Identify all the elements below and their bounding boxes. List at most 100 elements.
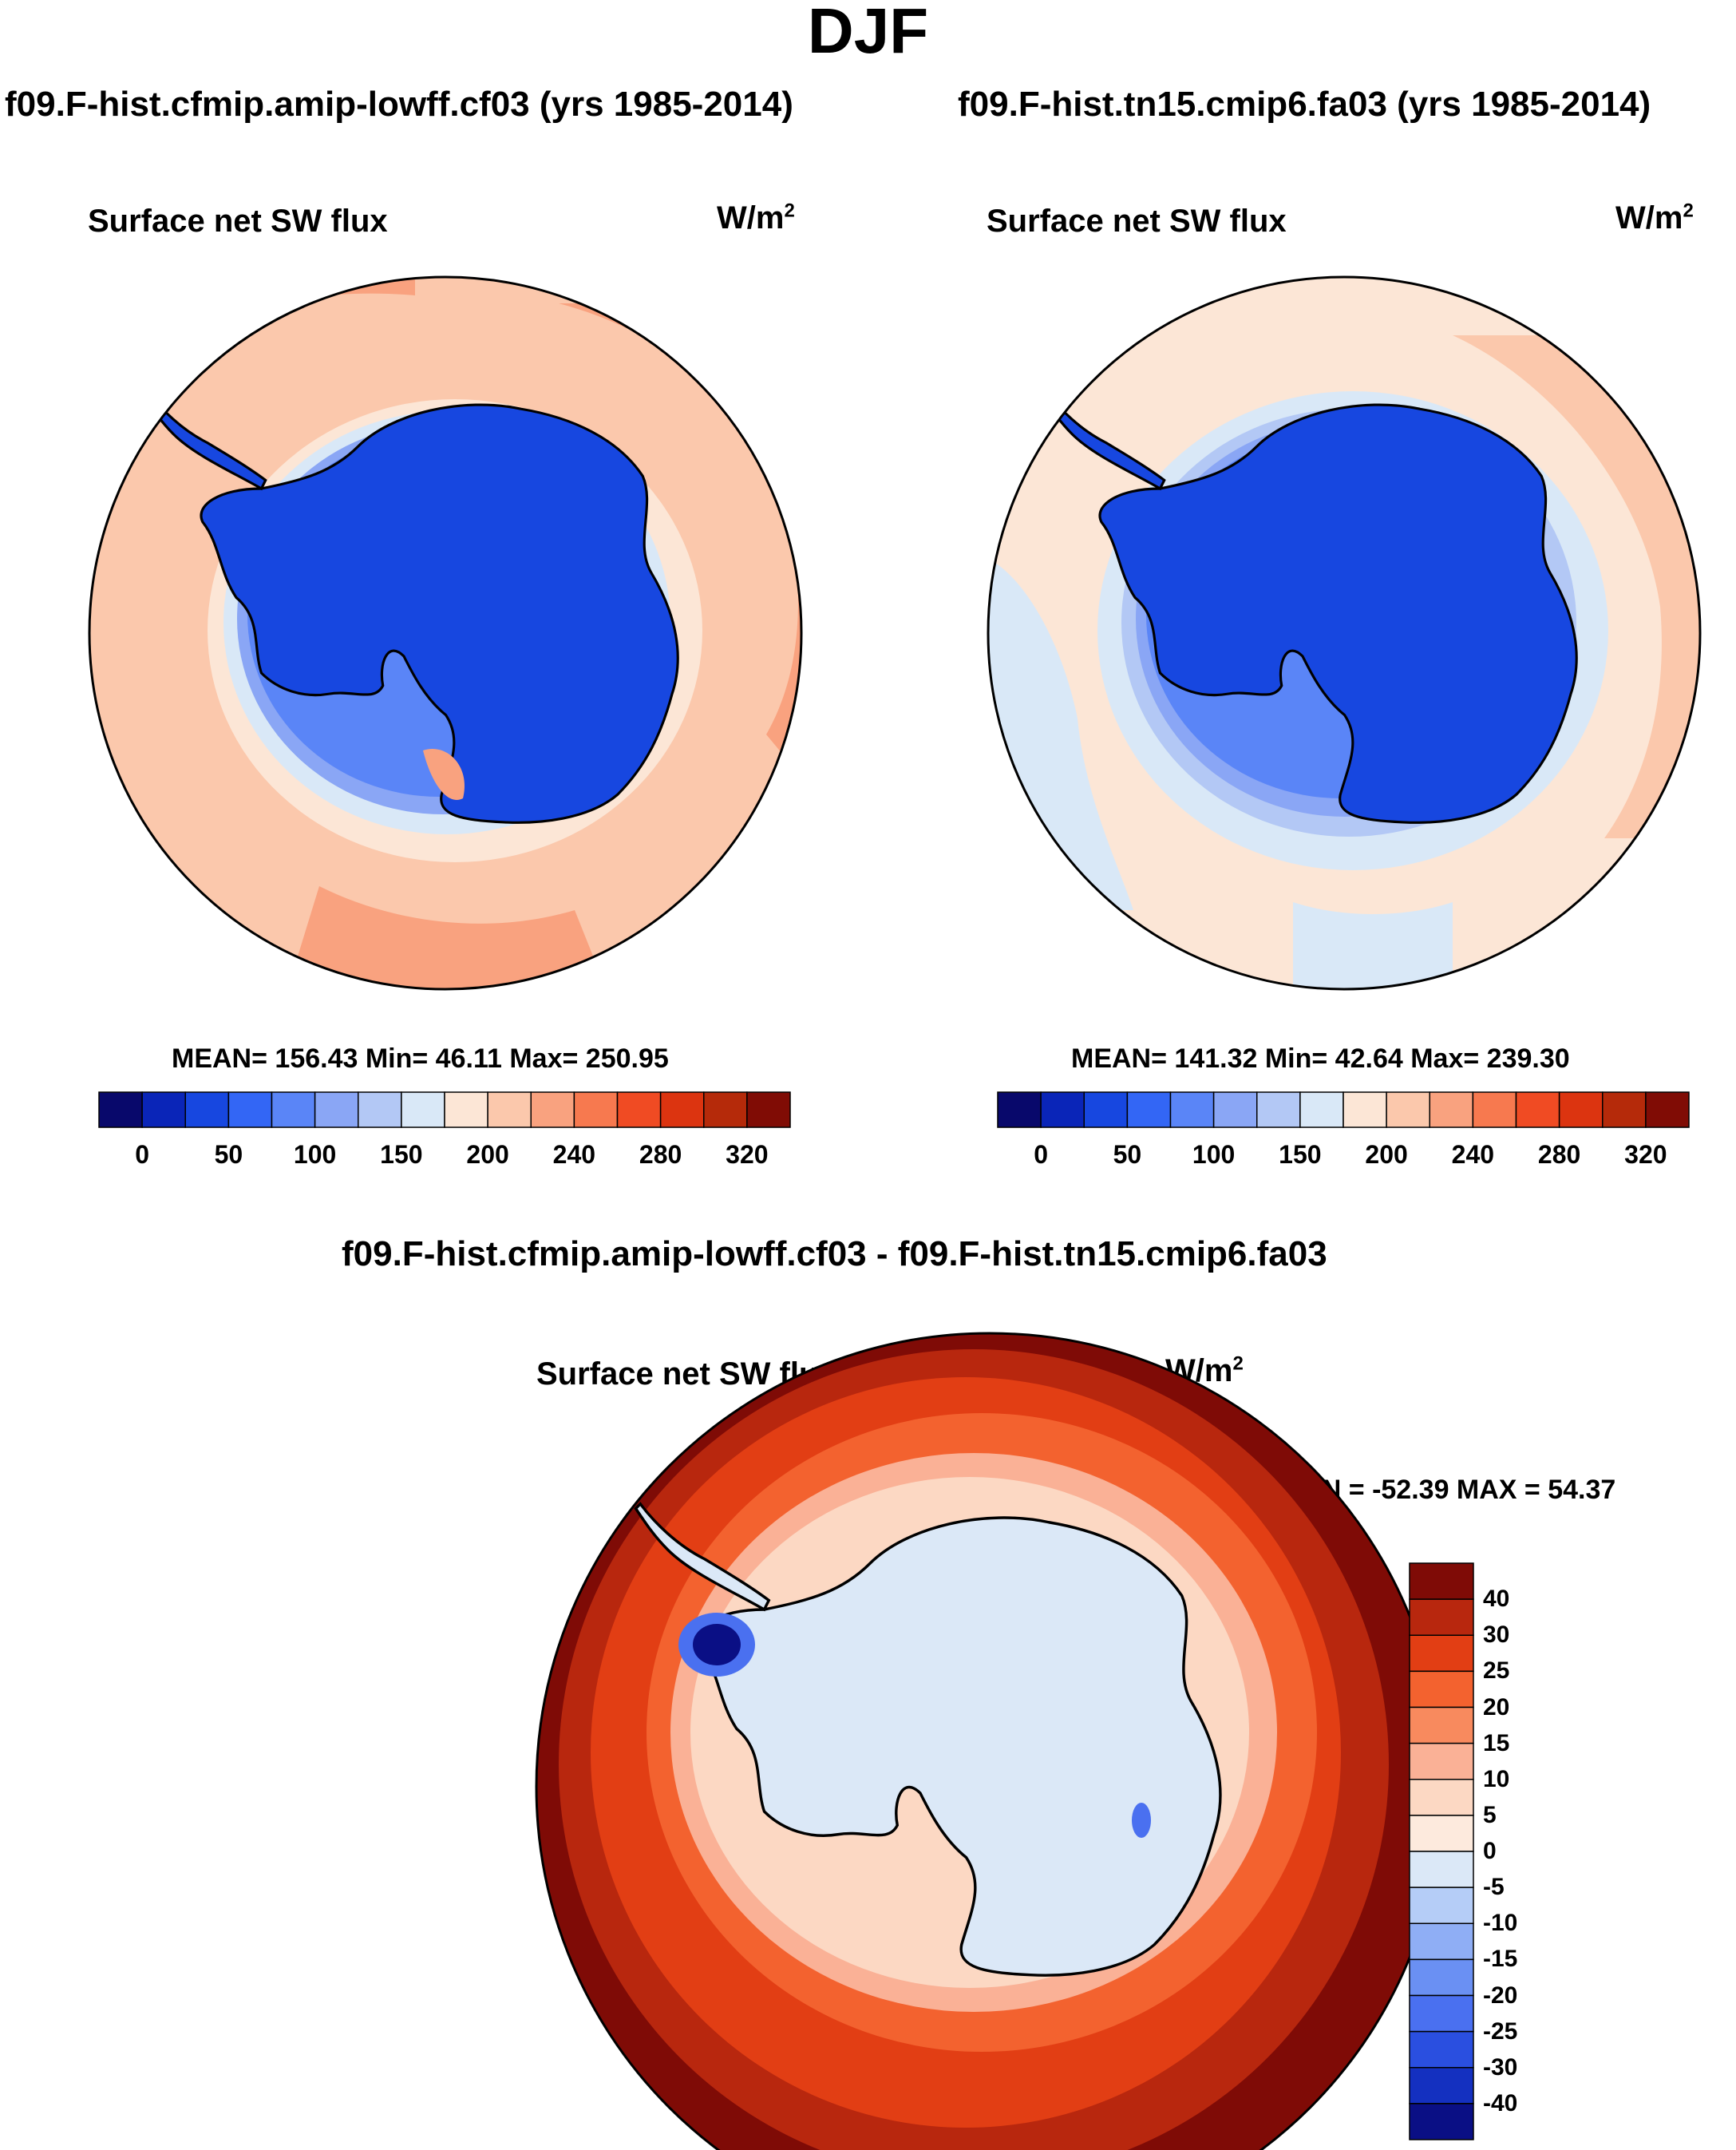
panel2-colorbar-tick: 200	[1365, 1140, 1408, 1169]
diff-map	[536, 1333, 1443, 2150]
diff-colorbar-box	[1409, 2030, 1474, 2069]
diff-colorbar-tick: -25	[1483, 2017, 1518, 2045]
panel1-colorbar-box	[616, 1091, 662, 1128]
panel2-colorbar-box	[997, 1091, 1042, 1128]
panel1-colorbar-box	[358, 1091, 402, 1128]
diff-colorbar-box	[1409, 1887, 1474, 1924]
panel1-colorbar-box	[98, 1091, 143, 1128]
diff-colorbar-tick: 10	[1483, 1765, 1510, 1792]
panel2-colorbar-box	[1602, 1091, 1647, 1128]
diff-colorbar-box	[1409, 1958, 1474, 1997]
panel1-colorbar-box	[573, 1091, 619, 1128]
panel2-colorbar-box	[1429, 1091, 1474, 1128]
panel1-map	[89, 277, 801, 989]
panel1-colorbar-box	[444, 1091, 488, 1128]
panel2-colorbar-box	[1212, 1091, 1258, 1128]
diff-colorbar-box	[1409, 1670, 1474, 1709]
diff-colorbar-tick: 0	[1483, 1838, 1497, 1864]
panel1-colorbar-tick: 320	[726, 1140, 769, 1169]
diff-colorbar-tick: 40	[1483, 1586, 1510, 1613]
panel2-colorbar-box	[1083, 1091, 1129, 1128]
diff-colorbar-tick: -5	[1483, 1874, 1505, 1901]
panel2-colorbar-box	[1126, 1091, 1172, 1128]
panel2-colorbar-tick: 240	[1451, 1140, 1495, 1169]
panel2-map-border	[987, 275, 1702, 991]
diff-colorbar-box	[1409, 2103, 1474, 2140]
panel1-stats: MEAN= 156.43 Min= 46.11 Max= 250.95	[172, 1043, 669, 1074]
panel1-colorbar-tick: 0	[135, 1140, 150, 1169]
diff-colorbar	[1409, 1562, 1474, 2140]
diff-colorbar-box	[1409, 1815, 1474, 1852]
diff-colorbar-box	[1409, 1706, 1474, 1744]
panel2-colorbar-box	[1515, 1091, 1560, 1128]
panel2-colorbar-box	[1645, 1091, 1690, 1128]
diff-colorbar-box	[1409, 1922, 1474, 1961]
panel1-colorbar-box	[271, 1091, 316, 1128]
panel1-colorbar-box	[746, 1091, 791, 1128]
diff-colorbar-tick: -30	[1483, 2053, 1518, 2081]
panel2-stats: MEAN= 141.32 Min= 42.64 Max= 239.30	[1071, 1043, 1570, 1074]
panel1-colorbar-tick: 150	[380, 1140, 423, 1169]
diff-colorbar-box	[1409, 1742, 1474, 1780]
panel2-ocean-low-south	[1293, 902, 1453, 989]
panel1-units: W/m2	[717, 200, 795, 236]
panel1-ocean-high-south	[287, 886, 607, 989]
panel2-colorbar-tick: 150	[1279, 1140, 1322, 1169]
diff-neg-blob-east	[1132, 1803, 1151, 1838]
diff-colorbar-tick: -40	[1483, 2089, 1518, 2116]
diff-colorbar-tick: -15	[1483, 1946, 1518, 1973]
panel1-colorbar-tick: 240	[552, 1140, 596, 1169]
diff-colorbar-box	[1409, 1634, 1474, 1673]
panel1-ross-anomaly	[423, 749, 465, 800]
panel1-colorbar-tick: 50	[214, 1140, 243, 1169]
panel2-colorbar-box	[1299, 1091, 1344, 1128]
panel2-colorbar-box	[1256, 1091, 1301, 1128]
panel2-colorbar	[997, 1091, 1690, 1128]
panel1-colorbar-box	[141, 1091, 186, 1128]
panel1-colorbar-box	[314, 1091, 359, 1128]
diff-colorbar-box	[1409, 2067, 1474, 2104]
panel1-colorbar-box	[227, 1091, 273, 1128]
diff-colorbar-box	[1409, 1779, 1474, 1816]
panel2-case-title: f09.F-hist.tn15.cmip6.fa03 (yrs 1985-201…	[958, 85, 1651, 124]
panel2-colorbar-tick: 280	[1537, 1140, 1581, 1169]
diff-colorbar-box	[1409, 1994, 1474, 2033]
panel1-colorbar-tick: 100	[293, 1140, 337, 1169]
panel2-colorbar-tick: 320	[1624, 1140, 1667, 1169]
panel1-colorbar-box	[659, 1091, 705, 1128]
panel1-colorbar-tick: 280	[639, 1140, 682, 1169]
diff-case-title: f09.F-hist.cfmip.amip-lowff.cf03 - f09.F…	[342, 1234, 1327, 1273]
diff-colorbar-tick: 30	[1483, 1621, 1510, 1649]
diff-colorbar-box	[1409, 1562, 1474, 1600]
panel2-colorbar-box	[1040, 1091, 1085, 1128]
diff-colorbar-tick: 20	[1483, 1693, 1510, 1720]
panel2-colorbar-tick: 50	[1113, 1140, 1142, 1169]
diff-colorbar-tick: 15	[1483, 1729, 1510, 1756]
panel1-colorbar-box	[184, 1091, 230, 1128]
diff-colorbar-tick: -20	[1483, 1982, 1518, 2009]
diff-neg-blob-core	[693, 1624, 741, 1665]
diff-colorbar-box	[1409, 1598, 1474, 1636]
panel1-map-border	[88, 275, 803, 991]
panel2-ocean-high-east	[1453, 335, 1700, 838]
figure-title: DJF	[807, 0, 929, 66]
panel2-colorbar-box	[1472, 1091, 1517, 1128]
panel2-colorbar-tick: 0	[1034, 1140, 1049, 1169]
panel1-colorbar-tick: 200	[466, 1140, 509, 1169]
panel2-map	[988, 277, 1700, 989]
panel2-colorbar-box	[1558, 1091, 1604, 1128]
panel1-colorbar-box	[703, 1091, 748, 1128]
panel1-case-title: f09.F-hist.cfmip.amip-lowff.cf03 (yrs 19…	[5, 85, 793, 124]
diff-colorbar-box	[1409, 1851, 1474, 1888]
panel1-colorbar-box	[401, 1091, 445, 1128]
diff-stats: MIN = -52.39 MAX = 54.37	[1291, 1475, 1616, 1505]
panel1-field-title: Surface net SW flux	[88, 204, 388, 239]
diff-colorbar-tick: -10	[1483, 1910, 1518, 1937]
panel1-colorbar-box	[530, 1091, 575, 1128]
diff-colorbar-tick: 25	[1483, 1657, 1510, 1685]
panel2-colorbar-box	[1343, 1091, 1387, 1128]
panel2-units: W/m2	[1615, 200, 1694, 236]
panel1-colorbar	[98, 1091, 791, 1128]
panel2-colorbar-box	[1169, 1091, 1215, 1128]
